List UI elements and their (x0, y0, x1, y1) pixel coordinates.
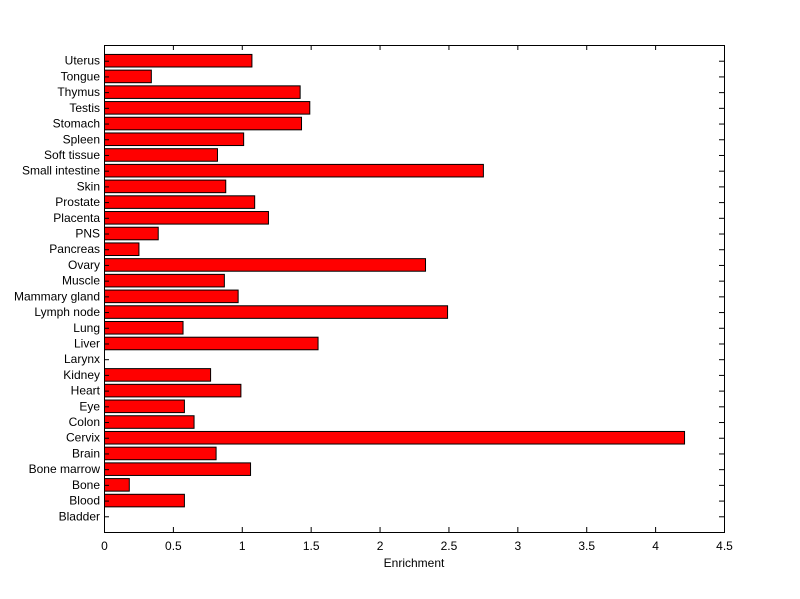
plot-area-frame (104, 45, 725, 533)
bar-mammary-gland (104, 289, 239, 304)
bar-spleen (104, 132, 245, 147)
bar-heart (104, 383, 242, 398)
category-label: Stomach (53, 117, 100, 131)
bar-small-intestine (104, 163, 484, 178)
category-label: Larynx (64, 352, 100, 366)
category-label: Pancreas (49, 242, 100, 256)
x-tick-label: 4.5 (716, 539, 733, 553)
x-tick-label: 2 (377, 539, 384, 553)
category-label: Colon (69, 415, 100, 429)
category-label: Soft tissue (44, 148, 100, 162)
category-label: Eye (79, 399, 100, 413)
category-label: Skin (77, 179, 100, 193)
bar-pns (104, 226, 159, 241)
bar-muscle (104, 273, 225, 288)
bar-tongue (104, 69, 152, 84)
bar-bone-marrow (104, 462, 252, 476)
category-label: Cervix (66, 431, 100, 445)
category-label: PNS (75, 227, 100, 241)
x-axis-label: Enrichment (384, 556, 445, 570)
category-label: Heart (71, 384, 101, 398)
bar-brain (104, 446, 217, 461)
category-label: Prostate (55, 195, 100, 209)
bar-lung (104, 320, 184, 335)
bar-liver (104, 336, 319, 351)
bar-prostate (104, 195, 256, 209)
category-label: Placenta (53, 211, 100, 225)
category-label: Bone marrow (29, 462, 101, 476)
x-tick-label: 0 (101, 539, 108, 553)
category-label: Blood (69, 494, 100, 508)
category-label: Thymus (57, 85, 100, 99)
x-tick-label: 3.5 (578, 539, 595, 553)
category-label: Tongue (61, 69, 101, 83)
category-label: Bone (72, 478, 100, 492)
x-tick-label: 2.5 (441, 539, 458, 553)
category-label: Spleen (63, 132, 100, 146)
bars-group (104, 53, 686, 508)
x-tick-label: 1.5 (303, 539, 320, 553)
x-tick-label: 3 (514, 539, 521, 553)
category-label: Small intestine (22, 164, 100, 178)
bar-testis (104, 101, 311, 115)
category-label: Liver (74, 336, 100, 350)
bar-soft-tissue (104, 148, 218, 162)
category-label: Muscle (62, 274, 100, 288)
x-tick-label: 1 (239, 539, 246, 553)
category-label: Mammary gland (14, 289, 100, 303)
bar-placenta (104, 211, 269, 225)
category-label: Lung (73, 321, 100, 335)
category-label: Lymph node (34, 305, 100, 319)
bar-colon (104, 415, 195, 429)
bar-kidney (104, 368, 212, 382)
category-label: Ovary (68, 258, 100, 272)
bar-lymph-node (104, 305, 449, 319)
bar-blood (104, 493, 185, 508)
category-label: Kidney (63, 368, 100, 382)
bar-skin (104, 179, 227, 194)
bar-stomach (104, 116, 303, 131)
bar-uterus (104, 53, 253, 68)
category-label: Brain (72, 446, 100, 460)
x-tick-label: 4 (652, 539, 659, 553)
category-label: Uterus (65, 54, 100, 68)
category-label: Bladder (59, 509, 100, 523)
x-tick-label: 0.5 (165, 539, 182, 553)
bar-pancreas (104, 242, 140, 257)
bar-thymus (104, 85, 301, 99)
bar-cervix (104, 430, 686, 445)
category-label: Testis (69, 101, 100, 115)
bar-ovary (104, 258, 427, 272)
bar-eye (104, 399, 185, 414)
ticks-group (104, 45, 725, 532)
